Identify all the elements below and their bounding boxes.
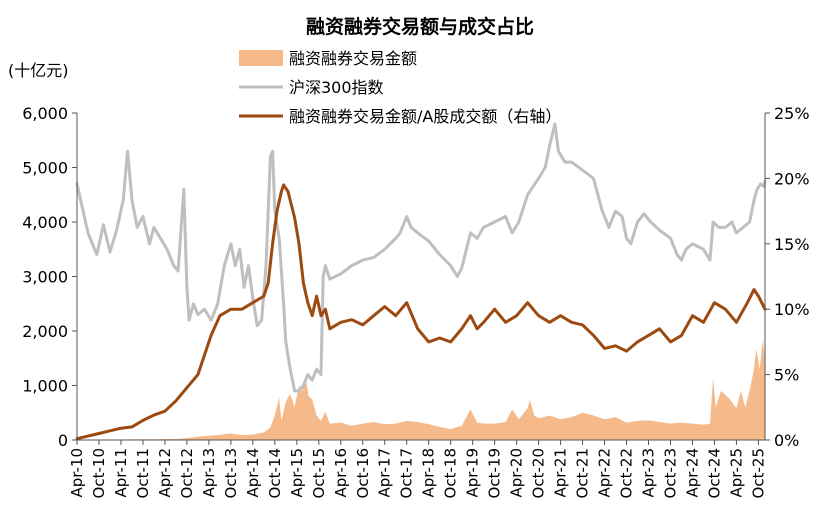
x-tick-label: Oct-25 xyxy=(749,448,767,498)
x-tick-label: Apr-17 xyxy=(376,448,394,498)
x-tick-label: Apr-13 xyxy=(200,448,218,498)
left-tick-label: 5,000 xyxy=(22,159,68,178)
x-tick-label: Oct-17 xyxy=(398,448,416,498)
legend-swatch-area xyxy=(239,50,283,66)
right-tick-label: 5% xyxy=(774,366,799,385)
series-line-margin-ratio xyxy=(75,183,767,441)
x-tick-label: Oct-20 xyxy=(530,448,548,498)
legend-label: 融资融券交易金额/A股成交额（右轴） xyxy=(289,107,561,126)
x-tick-label: Apr-11 xyxy=(112,448,130,498)
left-tick-label: 6,000 xyxy=(22,104,68,123)
left-tick-label: 2,000 xyxy=(22,322,68,341)
x-tick-label: Oct-12 xyxy=(178,448,196,498)
x-tick-label: Oct-18 xyxy=(442,448,460,498)
x-tick-label: Oct-22 xyxy=(618,448,636,498)
axes: 0 1,000 2,000 3,000 4,000 5,000 6,000 0% 5% 10% 15… xyxy=(22,104,809,498)
legend-item: 融资融券交易金额 xyxy=(239,49,417,68)
x-tick-label: Oct-10 xyxy=(90,448,108,498)
x-tick-label: Oct-21 xyxy=(574,448,592,498)
series-area-margin-trading xyxy=(77,339,765,440)
left-tick-label: 3,000 xyxy=(22,268,68,287)
x-tick-label: Apr-25 xyxy=(727,448,745,498)
x-tick-label: Oct-24 xyxy=(705,448,723,498)
right-tick-label: 15% xyxy=(774,235,810,254)
x-tick-label: Apr-20 xyxy=(508,448,526,498)
x-tick-label: Apr-14 xyxy=(244,448,262,498)
x-tick-label: Apr-12 xyxy=(156,448,174,498)
right-tick-label: 20% xyxy=(774,169,810,188)
right-tick-label: 0% xyxy=(774,431,799,450)
left-tick-label: 1,000 xyxy=(22,377,68,396)
x-tick-label: Apr-19 xyxy=(464,448,482,498)
legend-label: 融资融券交易金额 xyxy=(289,49,417,68)
x-tick-label: Oct-11 xyxy=(134,448,152,498)
legend-item: 融资融券交易金额/A股成交额（右轴） xyxy=(239,107,561,126)
x-tick-label: Apr-21 xyxy=(552,448,570,498)
legend-label: 沪深300指数 xyxy=(289,78,384,97)
x-tick-label: Oct-14 xyxy=(266,448,284,498)
x-tick-label: Oct-13 xyxy=(222,448,240,498)
x-tick-label: Oct-16 xyxy=(354,448,372,498)
left-axis-unit: (十亿元) xyxy=(8,61,69,80)
x-tick-label: Apr-10 xyxy=(68,448,86,498)
series-line-csi300 xyxy=(75,122,767,393)
chart-title: 融资融券交易额与成交占比 xyxy=(306,15,534,38)
x-tick-label: Apr-24 xyxy=(684,448,702,498)
x-tick-label: Apr-15 xyxy=(288,448,306,498)
legend-item: 沪深300指数 xyxy=(239,78,384,97)
x-tick-label: Apr-23 xyxy=(640,448,658,498)
right-tick-label: 25% xyxy=(774,104,810,123)
plot-area xyxy=(75,122,767,441)
left-tick-label: 4,000 xyxy=(22,213,68,232)
x-tick-label: Oct-19 xyxy=(486,448,504,498)
x-tick-label: Apr-22 xyxy=(596,448,614,498)
x-tick-label: Apr-16 xyxy=(332,448,350,498)
left-tick-label: 0 xyxy=(58,431,68,450)
x-tick-label: Oct-15 xyxy=(310,448,328,498)
right-tick-label: 10% xyxy=(774,300,810,319)
x-tick-label: Apr-18 xyxy=(420,448,438,498)
x-tick-label: Oct-23 xyxy=(662,448,680,498)
